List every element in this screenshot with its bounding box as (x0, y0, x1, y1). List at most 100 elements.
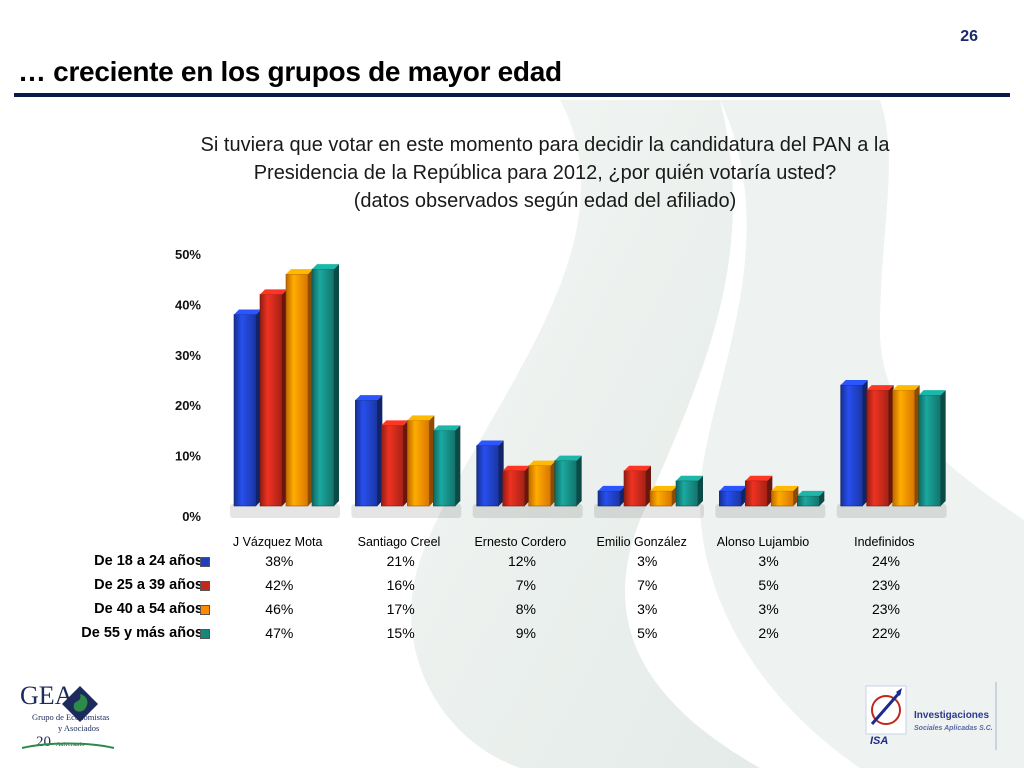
data-label: 9% (515, 625, 536, 641)
bar (623, 470, 647, 507)
category-label: Emilio González (597, 535, 687, 549)
legend-key (200, 605, 210, 615)
bar-top (355, 395, 383, 401)
bar-top (502, 465, 530, 471)
bar-top (918, 390, 946, 396)
data-label: 46% (265, 601, 294, 617)
bar-top (745, 475, 773, 481)
bar-top (433, 425, 461, 431)
bar-shadow (230, 504, 340, 518)
y-tick-label: 30% (175, 348, 201, 363)
bar (840, 384, 863, 507)
bar-top (286, 269, 313, 275)
isa-logo-line-2: Sociales Aplicadas S.C. (914, 725, 993, 732)
gea-logo: GEA Grupo de Economistas y Asociados 20 … (20, 681, 115, 750)
bar-top (866, 385, 894, 391)
bar (502, 470, 525, 507)
y-tick-label: 20% (175, 398, 201, 413)
data-label: 23% (871, 601, 900, 617)
category-label: J Vázquez Mota (233, 535, 323, 549)
gea-logo-line-2: y Asociados (58, 723, 99, 733)
bar-top (892, 385, 920, 391)
bar-side (698, 475, 703, 506)
series-label: De 55 y más años (81, 625, 203, 641)
gea-leaf-icon (62, 686, 98, 722)
bar (649, 490, 673, 507)
bar (554, 460, 577, 507)
title-divider (14, 93, 1010, 97)
bar (892, 389, 915, 507)
bar-top (476, 440, 504, 446)
y-tick-label: 40% (175, 297, 201, 312)
category-label: Ernesto Cordero (474, 535, 566, 549)
isa-logo-line-1: Investigaciones (914, 710, 989, 721)
bar (675, 480, 699, 507)
bar-top (381, 420, 409, 426)
y-tick-label: 10% (175, 449, 201, 464)
bar-side (455, 425, 461, 506)
data-label: 23% (871, 577, 900, 593)
bar-side (819, 490, 825, 506)
bar (797, 495, 820, 507)
data-label: 3% (637, 601, 658, 617)
data-label: 21% (386, 553, 415, 569)
bar-side (940, 390, 946, 506)
gea-anniversary-number: 20 (36, 734, 51, 750)
series-label: De 18 a 24 años (94, 553, 203, 569)
bar (528, 465, 551, 507)
question-line-1: Si tuviera que votar en este momento par… (200, 134, 890, 156)
isa-emblem-icon (865, 685, 907, 735)
bar (355, 399, 378, 507)
bar-top (312, 264, 339, 270)
data-label: 38% (265, 553, 294, 569)
bar (233, 314, 257, 507)
data-label: 3% (637, 553, 658, 569)
bar (866, 389, 889, 507)
bar-top (234, 309, 261, 315)
data-label: 22% (871, 625, 900, 641)
data-label: 17% (386, 601, 415, 617)
bar (476, 445, 499, 507)
bar-side (576, 455, 582, 506)
category-label: Indefinidos (854, 535, 914, 549)
bar (311, 268, 335, 507)
legend-key (200, 629, 210, 639)
data-label: 7% (515, 577, 536, 593)
category-label: Santiago Creel (358, 535, 441, 549)
data-label: 47% (265, 625, 294, 641)
question-line-2: Presidencia de la República para 2012, ¿… (253, 162, 837, 184)
bar (771, 490, 794, 507)
bar-top (797, 490, 825, 496)
data-label: 5% (637, 625, 658, 641)
bar (719, 490, 742, 507)
bar (285, 273, 309, 507)
bar-top (719, 485, 747, 491)
data-label: 12% (507, 553, 536, 569)
data-label: 24% (871, 553, 900, 569)
data-label: 3% (758, 601, 779, 617)
data-label: 8% (515, 601, 536, 617)
y-tick-label: 0% (182, 509, 201, 524)
gea-logo-line-1: Grupo de Economistas (32, 712, 109, 722)
isa-logo-wordmark: ISA (870, 735, 888, 747)
bar-top (676, 475, 703, 481)
data-label: 5% (758, 577, 779, 593)
series-label: De 25 a 39 años (94, 577, 203, 593)
bar-top (260, 289, 287, 295)
bar (381, 425, 404, 507)
legend-key (200, 557, 210, 567)
data-label: 3% (758, 553, 779, 569)
bar-top (554, 455, 582, 461)
data-label: 15% (386, 625, 415, 641)
bar-side (334, 264, 339, 506)
page-title: … creciente en los grupos de mayor edad (18, 56, 562, 87)
y-tick-label: 50% (175, 247, 201, 262)
category-label: Alonso Lujambio (717, 535, 809, 549)
bar-shadow (715, 504, 826, 518)
data-label: 42% (265, 577, 294, 593)
bar-shadow (594, 504, 704, 518)
bar (918, 394, 941, 507)
bar (433, 430, 456, 507)
bar-shadow (472, 504, 583, 518)
